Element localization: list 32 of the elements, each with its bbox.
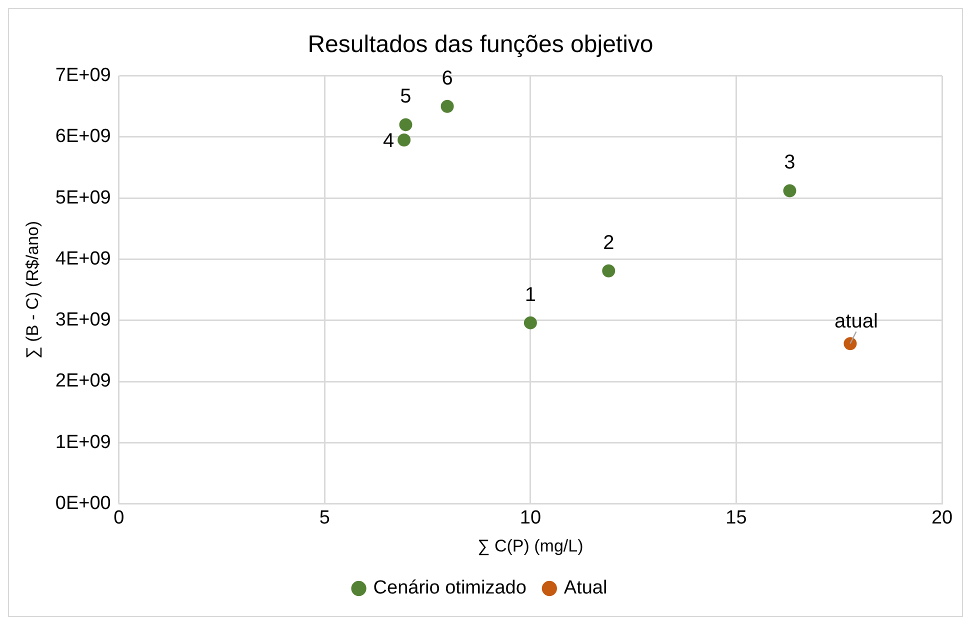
legend-label: Atual <box>564 578 608 599</box>
x-axis-title: ∑ C(P) (mg/L) <box>478 536 584 556</box>
y-tick-label: 2E+09 <box>55 370 111 392</box>
annotation: 6 <box>442 67 453 90</box>
y-tick-label: 0E+00 <box>55 493 111 514</box>
y-tick-label: 1E+09 <box>55 432 111 453</box>
x-tick-label: 20 <box>931 507 953 528</box>
y-tick-label: 6E+09 <box>55 126 111 148</box>
point <box>440 100 454 113</box>
annotation: 4 <box>382 130 394 152</box>
annotation: 2 <box>603 232 614 254</box>
x-tick-label: 5 <box>319 507 330 528</box>
point <box>399 118 412 132</box>
annotation: 1 <box>524 284 536 306</box>
annotation: atual <box>834 310 878 333</box>
y-tick-label: 3E+09 <box>55 310 111 331</box>
y-tick-label: 5E+09 <box>55 187 111 208</box>
point <box>783 184 796 198</box>
point <box>524 316 537 330</box>
y-tick-label: 7E+09 <box>55 65 111 86</box>
chart-title: Resultados das funções objetivo <box>308 31 654 58</box>
annotation: 3 <box>784 152 796 174</box>
y-tick-label: 4E+09 <box>55 248 111 270</box>
point <box>398 134 411 146</box>
annotation: 5 <box>400 86 412 108</box>
x-tick-label: 15 <box>726 507 747 528</box>
y-axis-title: ∑ (B - C) (R$/ano) <box>22 220 42 359</box>
point <box>602 264 616 278</box>
point <box>844 337 857 350</box>
x-tick-label: 0 <box>114 507 124 528</box>
x-tick-label: 10 <box>520 507 542 528</box>
legend-label: Cenário otimizado <box>373 578 526 599</box>
